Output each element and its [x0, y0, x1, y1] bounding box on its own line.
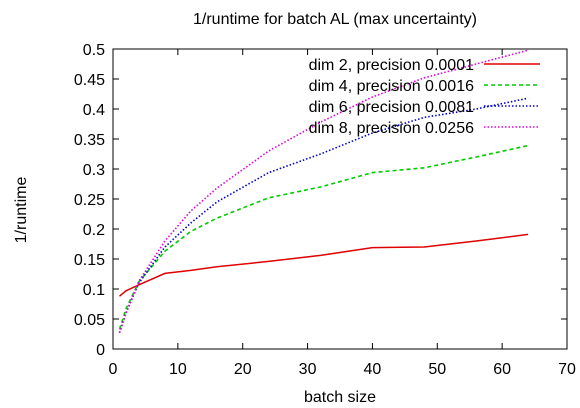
- y-tick-label: 0.15: [74, 252, 105, 269]
- x-tick-label: 0: [109, 361, 118, 378]
- legend-label: dim 4, precision 0.0016: [309, 78, 475, 95]
- y-tick-label: 0.35: [74, 132, 105, 149]
- legend-label: dim 6, precision 0.0081: [309, 99, 475, 116]
- data-series: [118, 49, 529, 334]
- series-line-4: [118, 49, 529, 334]
- series-line-1: [119, 233, 529, 297]
- x-tick-label: 30: [299, 361, 317, 378]
- y-tick-label: 0.2: [83, 222, 105, 239]
- legend: dim 2, precision 0.0001 dim 4, precision …: [309, 57, 540, 137]
- y-tick-label: 0.1: [83, 282, 105, 299]
- y-tick-label: 0: [96, 342, 105, 359]
- y-tick-label: 0.25: [74, 192, 105, 209]
- chart-title: 1/runtime for batch AL (max uncertainty): [193, 11, 477, 28]
- axis-ticks: 0 10 20 30 40 50 60 70 0 0.05 0.1 0.15 0.2 0.25 0.3 0.3…: [74, 42, 576, 378]
- y-tick-label: 0.45: [74, 72, 105, 89]
- x-tick-label: 60: [493, 361, 511, 378]
- x-tick-label: 50: [428, 361, 446, 378]
- x-tick-label: 70: [558, 361, 576, 378]
- y-tick-label: 0.5: [83, 42, 105, 59]
- legend-label: dim 2, precision 0.0001: [309, 57, 475, 74]
- x-tick-label: 10: [169, 361, 187, 378]
- x-axis-label: batch size: [304, 389, 376, 406]
- x-tick-label: 20: [234, 361, 252, 378]
- legend-label: dim 8, precision 0.0256: [309, 120, 475, 137]
- x-tick-label: 40: [364, 361, 382, 378]
- plot-frame: [112, 48, 568, 350]
- y-axis-label: 1/runtime: [13, 177, 30, 244]
- y-tick-label: 0.3: [83, 162, 105, 179]
- series-line-2: [118, 144, 529, 330]
- series-line-3: [118, 97, 529, 334]
- y-tick-label: 0.05: [74, 312, 105, 329]
- y-tick-label: 0.4: [83, 102, 105, 119]
